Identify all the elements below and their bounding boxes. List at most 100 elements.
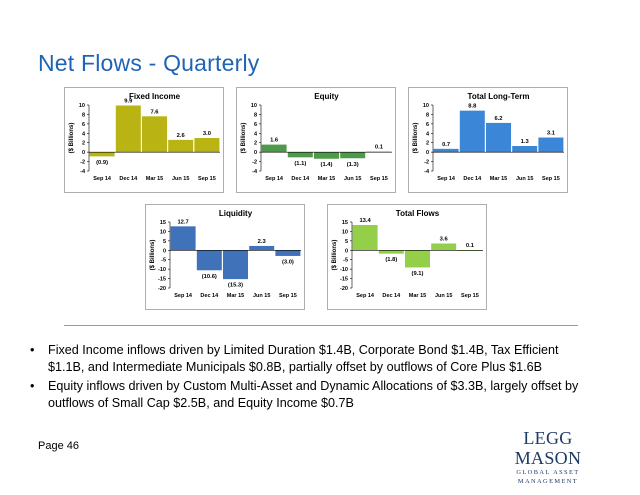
y-axis-label: ($ Billions) <box>413 123 419 154</box>
y-tick-label: -2 <box>424 160 429 166</box>
bullet-marker: • <box>30 343 35 357</box>
y-axis-label: ($ Billions) <box>332 240 338 271</box>
x-tick-label: Dec 14 <box>200 293 219 299</box>
y-tick-label: 0 <box>163 248 166 254</box>
bar-sep-14 <box>352 225 378 251</box>
bar-mar-15 <box>142 116 167 153</box>
bullet-text: Fixed Income inflows driven by Limited D… <box>48 343 559 374</box>
chart-title: Fixed Income <box>129 92 181 101</box>
x-tick-label: Jun 15 <box>435 293 452 299</box>
y-tick-label: 0 <box>82 150 85 156</box>
data-label: (1.4) <box>321 162 333 168</box>
bar-dec-14 <box>459 110 485 153</box>
data-label: (1.8) <box>385 257 397 263</box>
x-tick-label: Sep 14 <box>265 176 284 182</box>
y-tick-label: 10 <box>79 103 85 109</box>
x-tick-label: Sep 15 <box>461 293 479 299</box>
liquidity-chart: Liquidity ($ Billions) -20 -15 -10 -5 0 5 10 15 12… <box>145 204 305 310</box>
bar-mar-15 <box>223 250 248 280</box>
y-axis-label: ($ Billions) <box>150 240 156 271</box>
logo-tagline: GLOBAL ASSET MANAGEMENT <box>516 469 580 485</box>
bar-mar-15 <box>405 250 430 268</box>
data-label: (10.6) <box>202 274 217 280</box>
chart-title: Equity <box>314 92 339 101</box>
x-tick-label: Sep 14 <box>437 176 456 182</box>
y-tick-label: 15 <box>342 220 348 226</box>
data-label: 7.6 <box>150 109 159 115</box>
equity-svg: Equity ($ Billions) -4 -2 0 2 4 6 8 10 1.6 Sep 14 (1… <box>236 87 396 193</box>
bullet-item: • Equity inflows driven by Custom Multi-… <box>28 378 598 411</box>
chart-title: Liquidity <box>219 209 253 218</box>
x-tick-label: Mar 15 <box>146 176 163 182</box>
bar-sep-14 <box>170 226 196 251</box>
data-label: 0.7 <box>442 142 450 148</box>
x-tick-label: Jun 15 <box>516 176 533 182</box>
x-tick-label: Dec 14 <box>119 176 138 182</box>
y-tick-label: -4 <box>80 169 86 175</box>
data-label: (15.3) <box>228 283 243 289</box>
y-tick-label: 0 <box>426 150 429 156</box>
y-tick-label: 15 <box>160 220 166 226</box>
total-flows-chart: Total Flows ($ Billions) -20 -15 -10 -5 0 5 10 15… <box>327 204 487 310</box>
chart-title: Total Long-Term <box>468 92 530 101</box>
x-tick-label: Sep 15 <box>279 293 297 299</box>
data-label: 1.6 <box>270 138 279 144</box>
y-tick-label: 10 <box>423 103 429 109</box>
bar-sep-14 <box>261 144 287 153</box>
data-label: 6.2 <box>494 116 502 122</box>
y-tick-label: 10 <box>251 103 257 109</box>
data-label: (3.0) <box>282 259 294 265</box>
logo-wordmark: LEGG MASON <box>514 428 582 468</box>
data-label: 9.9 <box>124 98 133 104</box>
y-tick-label: 6 <box>426 122 429 128</box>
bar-jun-15 <box>249 245 275 251</box>
bullet-item: • Fixed Income inflows driven by Limited… <box>28 342 598 375</box>
x-tick-label: Mar 15 <box>318 176 335 182</box>
total-long-term-chart: Total Long-Term ($ Billions) -4 -2 0 2 4 6 8 10 0.… <box>408 87 568 193</box>
x-tick-label: Dec 14 <box>291 176 310 182</box>
y-tick-label: 0 <box>345 248 348 254</box>
y-tick-label: 4 <box>426 131 430 137</box>
y-tick-label: 0 <box>254 150 257 156</box>
y-tick-label: -10 <box>158 267 166 273</box>
y-tick-label: -5 <box>343 258 348 264</box>
y-tick-label: 8 <box>254 112 257 118</box>
y-tick-label: -2 <box>252 160 257 166</box>
liquidity-svg: Liquidity ($ Billions) -20 -15 -10 -5 0 5 10 15 12… <box>145 204 305 310</box>
y-tick-label: -10 <box>340 267 348 273</box>
x-tick-label: Sep 15 <box>198 176 216 182</box>
data-label: (1.1) <box>294 161 306 167</box>
x-tick-label: Sep 15 <box>542 176 560 182</box>
x-tick-label: Jun 15 <box>172 176 189 182</box>
x-tick-label: Mar 15 <box>227 293 244 299</box>
page-title: Net Flows - Quarterly <box>38 50 260 76</box>
data-label: 0.1 <box>466 243 475 249</box>
y-tick-label: 2 <box>254 141 257 147</box>
data-label: 13.4 <box>359 218 371 224</box>
y-tick-label: -5 <box>161 258 166 264</box>
total-flows-svg: Total Flows ($ Billions) -20 -15 -10 -5 0 5 10 15… <box>327 204 487 310</box>
y-tick-label: 2 <box>82 141 85 147</box>
x-tick-label: Jun 15 <box>253 293 270 299</box>
bullet-list: • Fixed Income inflows driven by Limited… <box>28 342 598 414</box>
bar-dec-14 <box>115 105 141 153</box>
page-number: Page 46 <box>38 440 79 452</box>
y-tick-label: -20 <box>340 286 348 292</box>
data-label: 0.1 <box>375 145 384 151</box>
y-tick-label: -15 <box>158 277 166 283</box>
y-tick-label: -4 <box>424 169 430 175</box>
y-tick-label: 10 <box>160 229 166 235</box>
y-tick-label: 5 <box>345 239 348 245</box>
x-tick-label: Mar 15 <box>490 176 507 182</box>
total-long-term-svg: Total Long-Term ($ Billions) -4 -2 0 2 4 6 8 10 0.… <box>408 87 568 193</box>
data-label: 2.6 <box>177 133 186 139</box>
data-label: 3.1 <box>547 131 556 137</box>
x-tick-label: Sep 14 <box>356 293 375 299</box>
y-tick-label: 2 <box>426 141 429 147</box>
bar-jun-15 <box>340 152 366 159</box>
bar-jun-15 <box>168 139 194 153</box>
bar-sep-14 <box>89 152 115 157</box>
data-label: 3.0 <box>203 131 211 137</box>
y-tick-label: 4 <box>254 131 258 137</box>
bar-jun-15 <box>431 243 457 251</box>
